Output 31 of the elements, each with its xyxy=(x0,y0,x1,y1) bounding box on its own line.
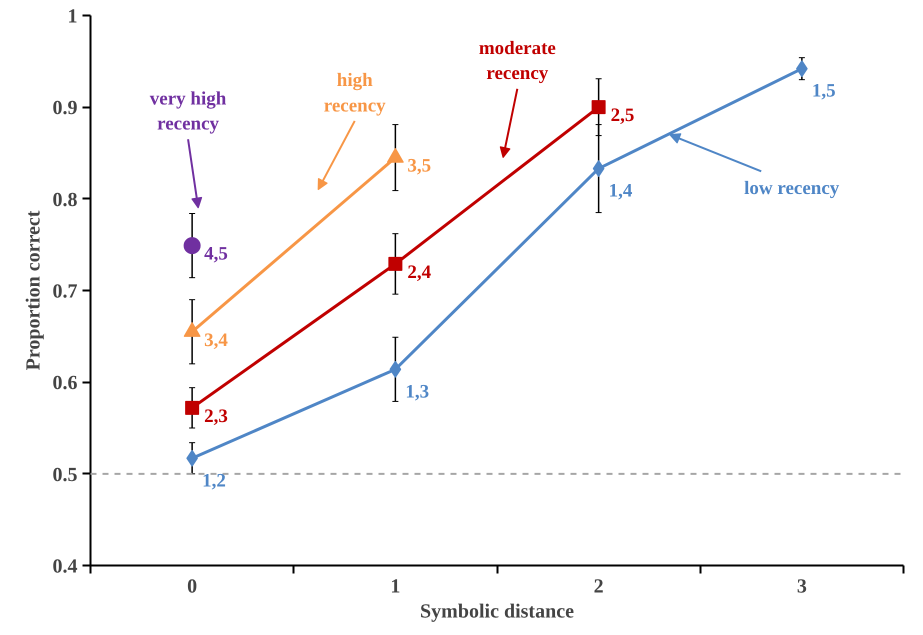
annotation: 3,5 xyxy=(407,156,432,177)
y-tick-label: 1 xyxy=(68,6,78,28)
y-tick-label: 0.9 xyxy=(52,97,78,120)
y-axis-title: Proportion correct xyxy=(22,210,44,370)
y-tick-label: 0.6 xyxy=(52,372,78,394)
x-tick-label: 1 xyxy=(390,576,400,598)
annotation: 3,4 xyxy=(204,330,228,351)
annotation: 1,4 xyxy=(608,180,633,202)
y-tick-label: 0.8 xyxy=(52,188,78,211)
x-axis-title: Symbolic distance xyxy=(420,600,574,622)
x-tick-label: 0 xyxy=(187,576,198,598)
y-tick-label: 0.7 xyxy=(52,280,78,302)
y-tick-label: 0.4 xyxy=(52,556,78,578)
annotation: 1,2 xyxy=(202,470,226,492)
point xyxy=(592,100,606,114)
point xyxy=(185,400,200,415)
x-tick-label: 3 xyxy=(796,576,807,598)
text: low recency xyxy=(744,178,840,199)
annotation: 1,3 xyxy=(405,381,430,402)
point xyxy=(388,256,402,271)
text: very high recency xyxy=(150,88,227,135)
annotation: 1,5 xyxy=(812,80,836,102)
point xyxy=(184,237,201,254)
x-tick-label: 2 xyxy=(594,576,604,598)
annotation: 4,5 xyxy=(204,244,228,265)
annotation: 2,5 xyxy=(610,105,634,126)
annotation: 2,3 xyxy=(204,406,228,427)
text: moderate recency xyxy=(478,38,556,84)
series-label: high recency xyxy=(324,70,386,116)
annotation: 2,4 xyxy=(407,262,432,283)
y-tick-label: 0.5 xyxy=(52,464,78,486)
